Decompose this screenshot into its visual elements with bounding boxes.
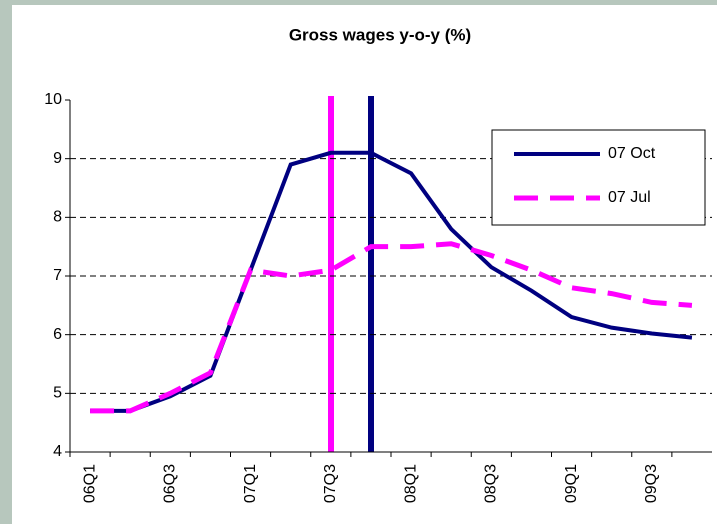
x-tick-label: 07Q3 — [322, 464, 339, 503]
legend-label: 07 Jul — [608, 189, 651, 206]
series-line — [90, 150, 693, 413]
legend-label: 07 Oct — [608, 145, 656, 162]
series-line — [90, 241, 693, 414]
chart-title: Gross wages y-o-y (%) — [289, 25, 471, 44]
x-tick-label: 08Q1 — [402, 464, 419, 503]
x-tick-label: 09Q3 — [643, 464, 660, 503]
x-tick-label: 07Q1 — [242, 464, 259, 503]
x-tick-label: 06Q3 — [162, 464, 179, 503]
y-tick-label: 6 — [53, 326, 62, 343]
y-tick-label: 10 — [44, 91, 62, 108]
legend-box — [491, 129, 706, 226]
x-tick-label: 09Q1 — [563, 464, 580, 503]
chart-area — [12, 5, 717, 524]
y-tick-label: 8 — [53, 209, 62, 226]
y-tick-label: 7 — [53, 267, 62, 284]
x-tick-label: 06Q1 — [81, 464, 98, 503]
y-tick-label: 5 — [53, 385, 62, 402]
y-tick-label: 4 — [53, 443, 62, 460]
y-tick-label: 9 — [53, 150, 62, 167]
x-tick-label: 08Q3 — [483, 464, 500, 503]
